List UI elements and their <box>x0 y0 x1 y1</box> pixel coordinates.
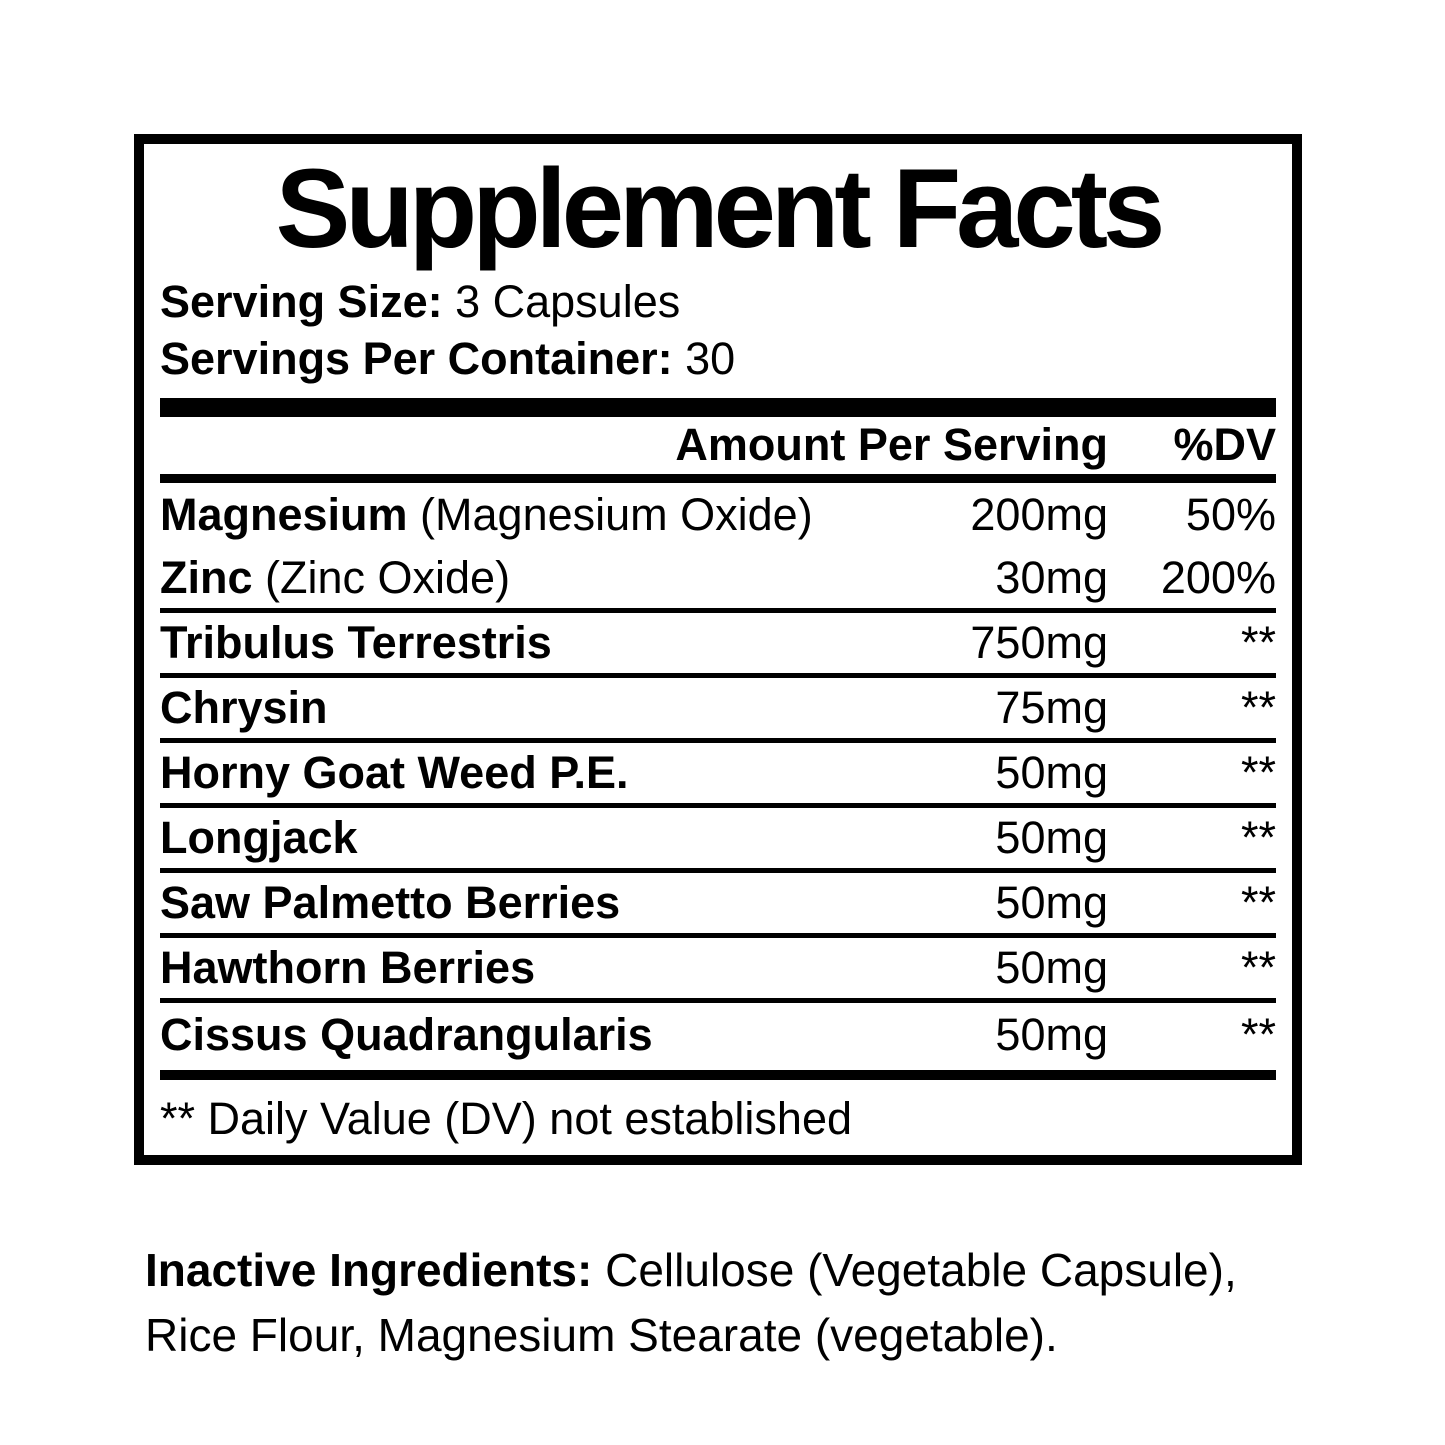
ingredient-row-longjack: Longjack 50mg ** <box>160 808 1276 873</box>
divider-thick-footnote <box>160 1069 1276 1080</box>
ingredient-detail: (Magnesium Oxide) <box>407 489 813 541</box>
servings-per-container-value: 30 <box>672 333 736 385</box>
ingredient-amount: 50mg <box>995 941 1108 993</box>
ingredient-dv: ** <box>1240 1009 1276 1061</box>
ingredient-name: Longjack <box>160 811 358 863</box>
column-header-amount: Amount Per Serving <box>675 419 1108 471</box>
ingredient-name: Hawthorn Berries <box>160 941 536 993</box>
inactive-ingredients-line1: Cellulose (Vegetable Capsule), <box>592 1244 1237 1296</box>
ingredient-dv: ** <box>1240 876 1276 928</box>
ingredient-amount: 50mg <box>995 746 1108 798</box>
ingredient-row-horny-goat-weed: Horny Goat Weed P.E. 50mg ** <box>160 743 1276 808</box>
ingredient-name: Chrysin <box>160 681 328 733</box>
inactive-ingredients: Inactive Ingredients: Cellulose (Vegetab… <box>145 1238 1405 1369</box>
ingredient-name: Horny Goat Weed P.E. <box>160 746 629 798</box>
ingredient-row-magnesium: Magnesium (Magnesium Oxide) 200mg 50% <box>160 483 1276 548</box>
ingredient-amount: 30mg <box>995 551 1108 603</box>
ingredient-row-tribulus-terrestris: Tribulus Terrestris 750mg ** <box>160 613 1276 678</box>
ingredient-dv: ** <box>1240 616 1276 668</box>
ingredient-dv: ** <box>1240 811 1276 863</box>
ingredient-name: Magnesium <box>160 489 408 541</box>
ingredient-row-hawthorn-berries: Hawthorn Berries 50mg ** <box>160 938 1276 1003</box>
column-header-dv: %DV <box>1173 419 1276 471</box>
ingredient-amount: 750mg <box>970 616 1108 668</box>
serving-size-line: Serving Size: 3 Capsules <box>160 273 1276 331</box>
ingredient-dv: 50% <box>1185 489 1276 541</box>
ingredient-row-zinc: Zinc (Zinc Oxide) 30mg 200% <box>160 548 1276 613</box>
ingredient-detail: (Zinc Oxide) <box>252 551 511 603</box>
ingredient-row-saw-palmetto: Saw Palmetto Berries 50mg ** <box>160 873 1276 938</box>
ingredient-name: Tribulus Terrestris <box>160 616 552 668</box>
serving-size-value: 3 Capsules <box>442 275 681 327</box>
ingredient-name: Cissus Quadrangularis <box>160 1009 653 1061</box>
ingredient-name: Zinc <box>160 551 253 603</box>
ingredient-row-cissus: Cissus Quadrangularis 50mg ** <box>160 1003 1276 1068</box>
inactive-ingredients-line2: Rice Flour, Magnesium Stearate (vegetabl… <box>145 1309 1058 1362</box>
ingredient-dv: ** <box>1240 746 1276 798</box>
servings-per-container-label: Servings Per Container: <box>160 333 673 385</box>
serving-size-label: Serving Size: <box>160 275 443 327</box>
column-header-row: Amount Per Serving %DV <box>160 417 1276 483</box>
panel-title: Supplement Facts <box>275 146 1166 271</box>
ingredient-amount: 75mg <box>995 681 1108 733</box>
ingredient-amount: 200mg <box>970 489 1108 541</box>
ingredient-dv: ** <box>1240 681 1276 733</box>
ingredient-amount: 50mg <box>995 1009 1108 1061</box>
servings-per-container-line: Servings Per Container: 30 <box>160 330 1276 388</box>
divider-thick-top <box>160 397 1276 417</box>
ingredient-amount: 50mg <box>995 876 1108 928</box>
ingredient-dv: 200% <box>1160 551 1276 603</box>
inactive-ingredients-label: Inactive Ingredients: <box>145 1244 593 1296</box>
ingredient-dv: ** <box>1240 941 1276 993</box>
ingredient-name: Saw Palmetto Berries <box>160 876 621 928</box>
ingredient-row-chrysin: Chrysin 75mg ** <box>160 678 1276 743</box>
ingredient-amount: 50mg <box>995 811 1108 863</box>
supplement-facts-panel: Supplement Facts Serving Size: 3 Capsule… <box>134 134 1302 1165</box>
daily-value-footnote: ** Daily Value (DV) not established <box>160 1092 853 1144</box>
